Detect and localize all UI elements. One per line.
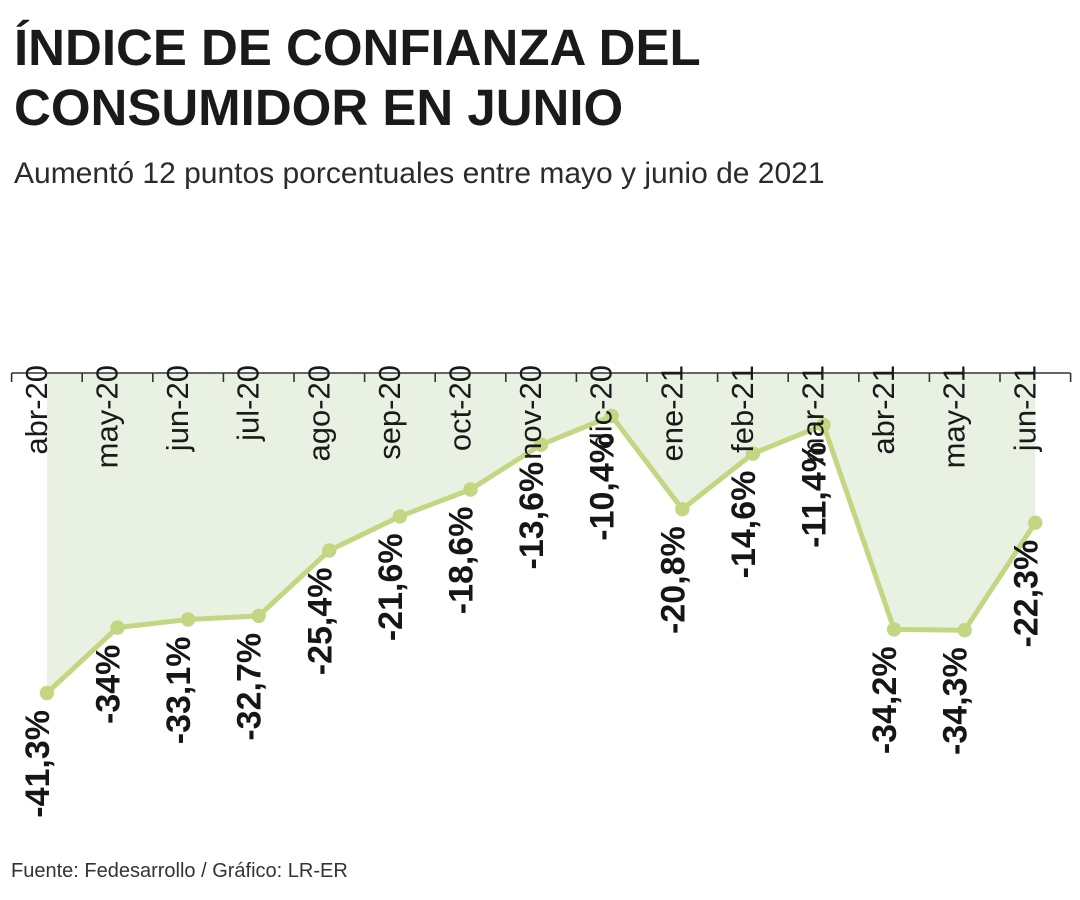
- svg-text:-25,4%: -25,4%: [301, 568, 339, 676]
- svg-text:abr-21: abr-21: [866, 365, 901, 455]
- svg-text:-18,6%: -18,6%: [443, 507, 481, 615]
- svg-text:-22,3%: -22,3%: [1007, 540, 1045, 648]
- svg-text:-20,8%: -20,8%: [654, 526, 692, 634]
- svg-text:ene-21: ene-21: [654, 365, 689, 462]
- svg-text:abr-20: abr-20: [19, 365, 54, 455]
- svg-text:-21,6%: -21,6%: [372, 533, 410, 641]
- svg-text:may-20: may-20: [90, 365, 125, 468]
- svg-text:-14,6%: -14,6%: [725, 471, 763, 579]
- svg-text:-32,7%: -32,7%: [231, 633, 269, 741]
- svg-text:-34,2%: -34,2%: [866, 646, 904, 754]
- svg-text:-11,4%: -11,4%: [796, 442, 834, 548]
- svg-text:sep-20: sep-20: [372, 365, 407, 460]
- svg-text:may-21: may-21: [937, 365, 972, 468]
- svg-text:feb-21: feb-21: [725, 365, 760, 453]
- svg-text:oct-20: oct-20: [443, 365, 478, 451]
- svg-text:-10,4%: -10,4%: [584, 433, 622, 541]
- svg-text:ago-20: ago-20: [301, 365, 336, 462]
- svg-text:nov-20: nov-20: [513, 365, 548, 460]
- svg-text:jul-20: jul-20: [231, 365, 266, 442]
- svg-text:-33,1%: -33,1%: [160, 637, 198, 745]
- svg-text:jun-21: jun-21: [1007, 365, 1042, 452]
- svg-text:-34%: -34%: [90, 645, 128, 724]
- svg-text:jun-20: jun-20: [160, 365, 195, 452]
- svg-text:-34,3%: -34,3%: [937, 647, 975, 755]
- svg-text:-13,6%: -13,6%: [513, 462, 551, 570]
- svg-text:-41,3%: -41,3%: [19, 710, 57, 818]
